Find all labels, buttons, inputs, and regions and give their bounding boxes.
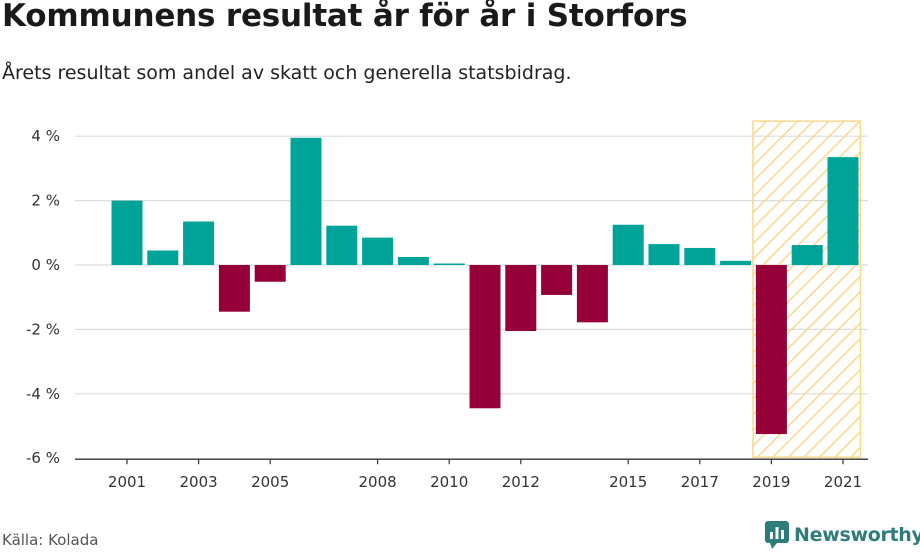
bar-2001 — [111, 200, 143, 265]
bar-2004 — [218, 265, 250, 312]
bar-2010 — [433, 263, 465, 265]
bar-2013 — [541, 265, 573, 295]
bar-2021 — [827, 157, 859, 265]
bar-2002 — [147, 250, 179, 265]
x-tick-label: 2008 — [359, 473, 397, 491]
newsworthy-logo: Newsworthy — [765, 521, 920, 549]
bar-2015 — [612, 224, 644, 265]
x-tick-label: 2003 — [180, 473, 218, 491]
bar-2014 — [576, 265, 608, 323]
bar-2007 — [326, 225, 358, 265]
y-tick-label: -6 % — [26, 449, 60, 467]
chart-subtitle: Årets resultat som andel av skatt och ge… — [2, 62, 572, 84]
x-tick-label: 2010 — [430, 473, 468, 491]
x-tick-label: 2015 — [609, 473, 647, 491]
y-tick-label: 0 % — [31, 256, 60, 274]
x-tick-label: 2001 — [108, 473, 146, 491]
y-axis: 4 % 2 % 0 % -2 % -4 % -6 % — [26, 127, 60, 467]
bar-2006 — [290, 137, 322, 265]
x-tick-label: 2005 — [251, 473, 289, 491]
bar-2008 — [362, 237, 394, 265]
bar-2018 — [720, 260, 752, 265]
x-tick-label: 2021 — [824, 473, 862, 491]
newsworthy-logo-icon — [765, 521, 789, 549]
chart-title: Kommunens resultat år för år i Storfors — [2, 0, 688, 34]
bar-2012 — [505, 265, 537, 332]
source-note: Källa: Kolada — [2, 531, 99, 549]
bar-2005 — [254, 265, 286, 282]
y-tick-label: -4 % — [26, 385, 60, 403]
x-tick-labels: 2001 2003 2005 2008 2010 2012 2015 2017 2019 2021 — [108, 473, 862, 491]
bars — [111, 137, 859, 435]
brand-name: Newsworthy — [794, 524, 920, 546]
bar-2020 — [791, 245, 823, 265]
bar-2003 — [183, 221, 215, 265]
bar-2009 — [397, 256, 429, 265]
x-axis — [75, 458, 868, 465]
x-tick-label: 2012 — [502, 473, 540, 491]
x-tick-label: 2019 — [752, 473, 790, 491]
x-tick-label: 2017 — [681, 473, 719, 491]
y-tick-label: -2 % — [26, 320, 60, 338]
y-tick-label: 2 % — [31, 192, 60, 210]
bar-2011 — [469, 265, 501, 409]
bar-2017 — [684, 247, 716, 265]
y-tick-label: 4 % — [31, 127, 60, 145]
bar-2019 — [755, 265, 787, 435]
bar-2016 — [648, 244, 680, 265]
